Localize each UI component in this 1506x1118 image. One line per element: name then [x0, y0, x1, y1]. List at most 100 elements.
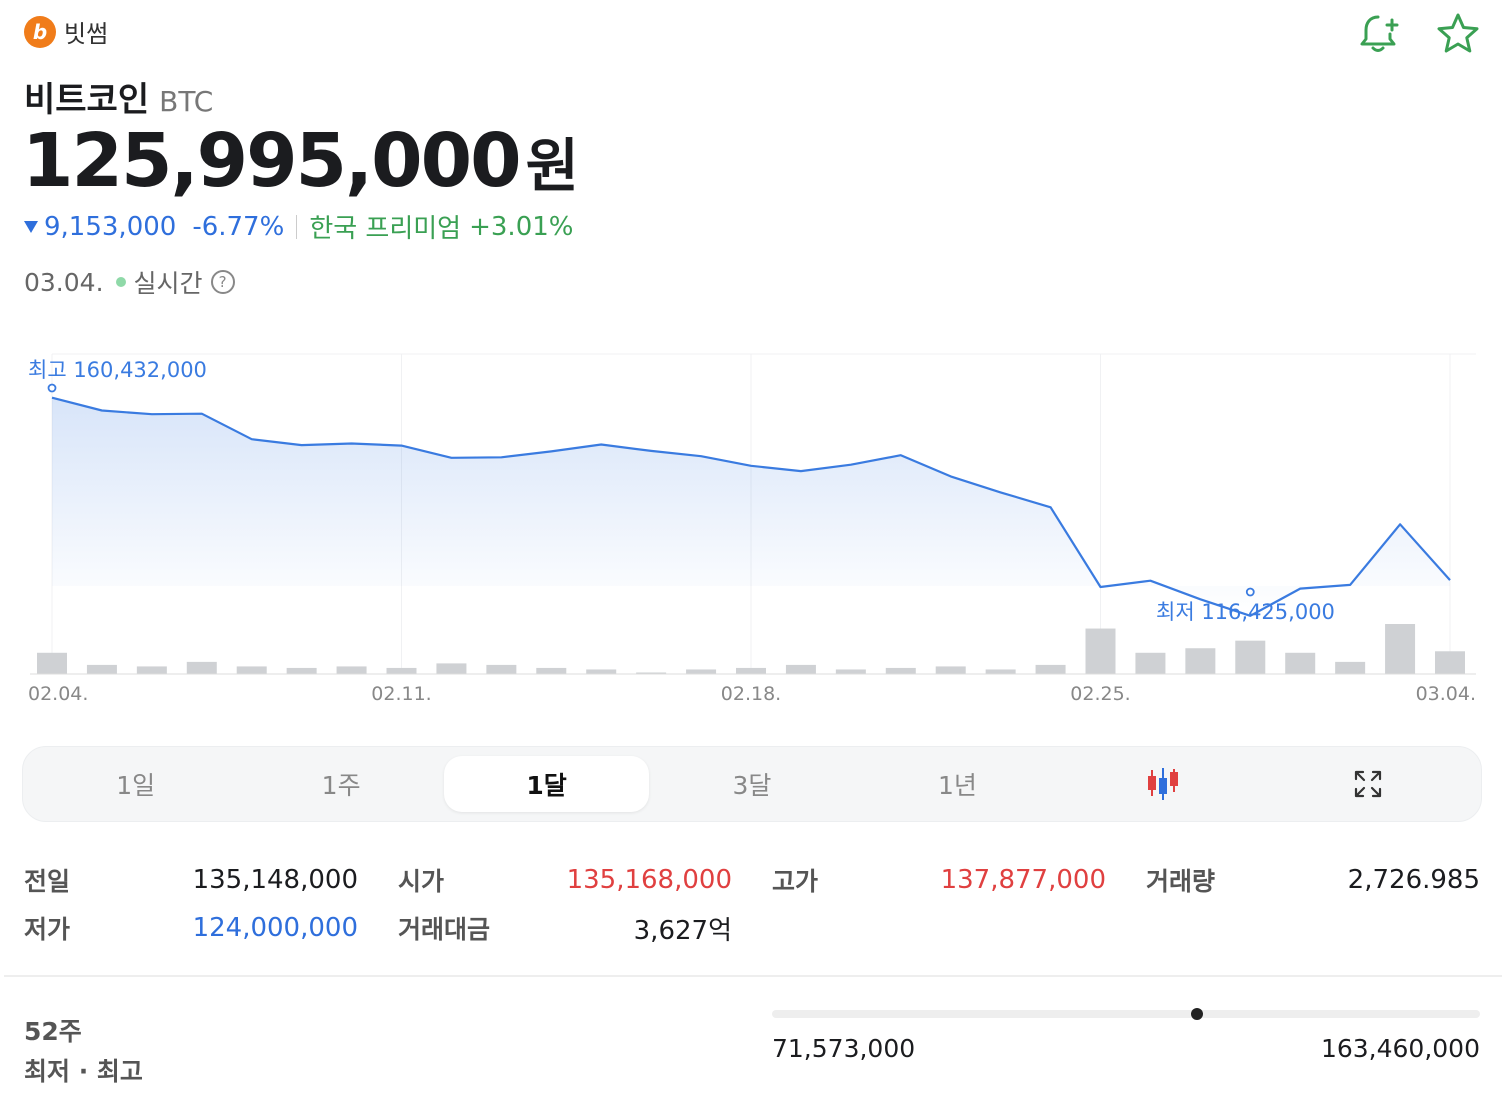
volume-bar	[186, 661, 217, 674]
volume-bar	[686, 669, 717, 674]
coin-name: 비트코인	[24, 80, 150, 120]
volume-bar	[386, 667, 417, 674]
volume-bar	[336, 666, 367, 674]
period-selector: 1일 1주 1달 3달 1년	[22, 746, 1482, 822]
section-divider	[4, 975, 1502, 977]
top-actions	[1356, 10, 1482, 58]
period-tab-1y[interactable]: 1년	[937, 771, 977, 800]
change-percent: -6.77%	[192, 211, 285, 242]
stat-label: 거래대금	[398, 915, 491, 944]
week52-range-bar	[772, 1008, 1480, 1020]
stat-value: 124,000,000	[192, 913, 358, 943]
price-stats: 전일 135,148,000 시가 135,168,000 고가 137,877…	[24, 856, 1480, 952]
coin-title: 비트코인 BTC	[24, 72, 213, 121]
volume-bar	[136, 666, 167, 674]
high-annotation: 최고 160,432,000	[28, 358, 207, 382]
period-tab-1w[interactable]: 1주	[321, 771, 361, 800]
week52-low: 71,573,000	[772, 1034, 916, 1063]
stat-value: 2,726.985	[1347, 865, 1480, 895]
week52-current-marker	[1190, 1008, 1203, 1020]
volume-bar	[736, 667, 766, 674]
volume-bar	[536, 667, 567, 674]
volume-bar	[1385, 624, 1416, 674]
divider	[296, 214, 298, 239]
period-tab-3m[interactable]: 3달	[732, 771, 772, 800]
high-marker	[47, 383, 57, 393]
expand-icon	[1355, 770, 1382, 798]
volume-bar	[286, 667, 317, 674]
volume-bar	[935, 666, 966, 674]
price-unit: 원	[525, 132, 580, 200]
x-tick-label: 03.04.	[1416, 683, 1476, 705]
volume-bar	[1185, 648, 1216, 674]
stat-volume: 거래량 2,726.985	[1146, 862, 1480, 898]
volume-bar	[37, 652, 67, 674]
volume-bar	[86, 664, 117, 674]
price-chart[interactable]: 최고 160,432,000 최저 116,425,000 02.04. 02.11.…	[0, 330, 1506, 710]
volume-bar	[1285, 652, 1316, 674]
timestamp: 03.04. 실시간 ?	[24, 264, 235, 300]
low-marker	[1245, 587, 1255, 597]
stats-row: 저가 124,000,000 거래대금 3,627억	[24, 904, 1480, 952]
volume-bar	[236, 666, 267, 674]
volume-bar	[1035, 664, 1066, 674]
volume-bar	[985, 669, 1016, 674]
period-tab-1m[interactable]: 1달	[443, 756, 650, 812]
week52-high: 163,460,000	[1320, 1034, 1480, 1063]
price-value: 125,995,000	[22, 118, 522, 204]
volume-bar	[1085, 628, 1116, 674]
volume-bar	[636, 672, 667, 674]
x-tick-label: 02.04.	[28, 683, 88, 705]
volume-bar	[586, 669, 617, 674]
exchange-name: 빗썸	[64, 20, 109, 48]
stat-prev-close: 전일 135,148,000	[24, 862, 398, 898]
star-icon	[1437, 13, 1479, 53]
help-icon[interactable]: ?	[210, 270, 235, 294]
week52-label-top: 52주	[24, 1017, 82, 1046]
volume-bar	[885, 667, 916, 674]
favorite-button[interactable]	[1434, 10, 1482, 58]
add-alert-button[interactable]	[1356, 10, 1404, 58]
stat-value: 3,627억	[633, 915, 732, 946]
price-chart-svg[interactable]: 최고 160,432,000 최저 116,425,000 02.04. 02.11.…	[0, 330, 1506, 710]
low-annotation: 최저 116,425,000	[1156, 600, 1335, 624]
change-amount: 9,153,000	[44, 211, 177, 242]
down-triangle-icon	[24, 220, 38, 233]
week52-label-bottom: 최저 · 최고	[24, 1057, 143, 1086]
stat-label: 시가	[398, 867, 445, 896]
volume-bar	[1135, 652, 1166, 674]
volume-bar	[1235, 640, 1266, 674]
stat-label: 전일	[24, 867, 71, 896]
volume-bar	[785, 664, 816, 674]
volume-bar	[1335, 661, 1366, 674]
stat-label: 고가	[772, 867, 819, 896]
stat-low: 저가 124,000,000	[24, 910, 398, 946]
candlestick-toggle-button[interactable]	[1060, 756, 1265, 812]
candlestick-icon	[1147, 768, 1178, 800]
x-tick-label: 02.11.	[371, 683, 431, 705]
stat-value: 137,877,000	[940, 865, 1106, 895]
volume-bar	[1435, 651, 1465, 674]
price-line	[51, 396, 1451, 617]
stat-value: 135,148,000	[192, 865, 358, 895]
bell-plus-icon	[1360, 15, 1399, 52]
stats-row: 전일 135,148,000 시가 135,168,000 고가 137,877…	[24, 856, 1480, 904]
fullscreen-button[interactable]	[1266, 756, 1471, 812]
exchange-brand: b 빗썸	[24, 14, 108, 49]
korea-premium-value: +3.01%	[469, 211, 574, 242]
x-tick-label: 02.25.	[1070, 683, 1130, 705]
current-price: 125,995,000 원	[22, 118, 579, 204]
live-dot-icon	[115, 277, 126, 287]
stat-label: 저가	[24, 915, 71, 944]
stat-open: 시가 135,168,000	[398, 862, 772, 898]
live-label: 실시간	[133, 269, 203, 298]
volume-bar	[835, 669, 866, 674]
x-tick-label: 02.18.	[721, 683, 781, 705]
week52-label: 52주 최저 · 최고	[24, 1012, 143, 1092]
price-change: 9,153,000 -6.77% 한국 프리미엄 +3.01%	[24, 208, 574, 245]
price-area	[52, 397, 1450, 616]
period-tab-1d[interactable]: 1일	[116, 771, 156, 800]
stat-value: 135,168,000	[566, 865, 732, 895]
volume-bar	[486, 664, 517, 674]
coin-ticker: BTC	[159, 85, 214, 118]
